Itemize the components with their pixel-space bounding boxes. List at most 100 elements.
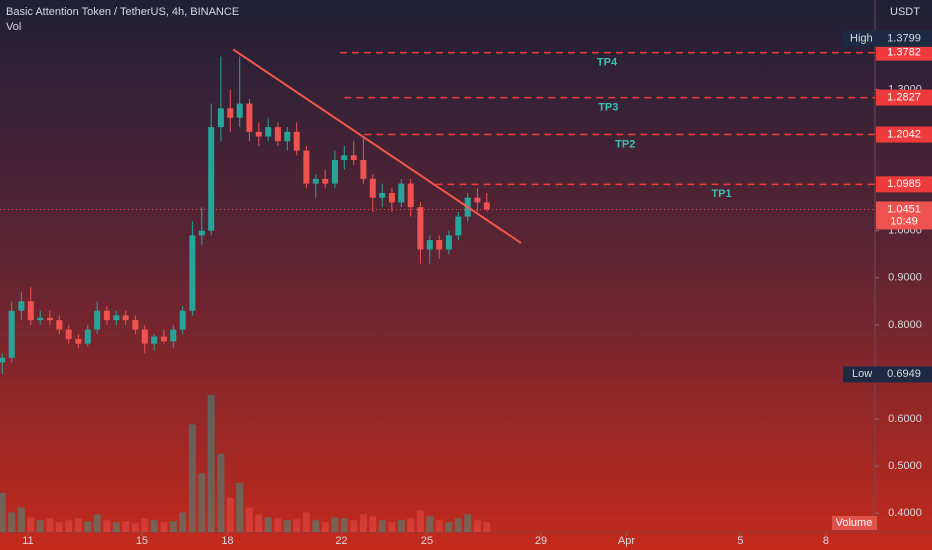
volume-bar <box>426 516 434 532</box>
candle-body <box>246 103 253 132</box>
candle-body <box>322 178 329 184</box>
volume-bar <box>236 483 244 532</box>
candle-body <box>388 193 395 203</box>
candle-body <box>312 178 319 184</box>
target-label: TP2 <box>615 138 635 150</box>
volume-bar <box>179 512 187 532</box>
volume-bar <box>74 518 82 532</box>
volume-bar <box>84 521 92 532</box>
volume-bar <box>188 424 196 532</box>
volume-bar <box>483 522 491 532</box>
candle-body <box>189 235 196 311</box>
volume-bar <box>207 395 215 532</box>
candle-body <box>407 183 414 208</box>
candle-body <box>75 338 82 344</box>
candle-body <box>426 240 433 250</box>
volume-bar <box>17 507 25 532</box>
high-tag <box>843 30 932 47</box>
last-price-label: 1.0451 <box>887 203 921 215</box>
candle-body <box>217 108 224 128</box>
price-tag <box>876 44 932 61</box>
candle-body <box>360 160 367 179</box>
volume-bar <box>350 520 358 532</box>
candle-body <box>436 240 443 250</box>
candle-body <box>179 310 186 330</box>
volume-bar <box>359 514 367 532</box>
countdown-label: 10:49 <box>890 215 918 227</box>
candle-body <box>27 301 34 321</box>
volume-bar <box>150 520 158 532</box>
x-tick-label: Apr <box>618 535 635 547</box>
candle-body <box>293 131 300 151</box>
candle-body <box>132 320 139 330</box>
volume-bar <box>378 520 386 532</box>
candle-body <box>350 155 357 161</box>
candle-body <box>455 216 462 236</box>
x-tick-label: 11 <box>22 535 33 547</box>
volume-bar <box>226 497 234 532</box>
x-tick-label: 5 <box>737 535 743 547</box>
low-tag <box>843 366 932 383</box>
price-tag <box>876 126 932 143</box>
candle-body <box>113 315 120 321</box>
trendline <box>232 48 522 244</box>
volume-bar <box>407 518 415 532</box>
candle-body <box>369 178 376 198</box>
candle-body <box>198 230 205 236</box>
y-tick-label: 0.9000 <box>888 272 922 284</box>
volume-bar <box>131 523 139 532</box>
y-tick-label: 0.8000 <box>888 319 922 331</box>
candle-body <box>445 235 452 250</box>
candle-body <box>56 320 63 330</box>
target-label: TP4 <box>597 57 618 69</box>
volume-bar <box>454 518 462 532</box>
candle-body <box>265 127 272 137</box>
volume-bar <box>293 519 301 532</box>
volume-bar <box>369 516 377 532</box>
volume-bar <box>65 520 73 532</box>
volume-bar <box>397 520 405 532</box>
volume-bar <box>264 517 272 532</box>
volume-bar <box>464 514 472 532</box>
volume-bar <box>312 520 320 532</box>
volume-bar <box>302 512 310 532</box>
high-value: 1.3799 <box>887 33 921 45</box>
price-tag <box>876 176 932 193</box>
candle-body <box>0 357 6 363</box>
y-tick-label: 0.5000 <box>888 460 922 472</box>
y-tick-label: 0.4000 <box>888 507 922 519</box>
volume-bar <box>217 453 225 532</box>
chart-title: Basic Attention Token / TetherUS, 4h, BI… <box>6 6 239 18</box>
candle-body <box>417 207 424 250</box>
candle-body <box>170 329 177 342</box>
last-price-tag <box>876 201 932 230</box>
price-tag <box>876 89 932 106</box>
candle-body <box>65 329 72 339</box>
volume-bar <box>160 522 168 532</box>
target-label: TP3 <box>598 102 618 114</box>
volume-bar <box>435 520 443 532</box>
candle-body <box>379 193 386 198</box>
candle-body <box>84 329 91 344</box>
price-tag-label: 1.0985 <box>887 178 921 190</box>
price-tag-label: 1.2042 <box>887 128 921 140</box>
candle-body <box>122 315 129 321</box>
candle-body <box>94 310 101 330</box>
candle-body <box>398 183 405 203</box>
x-tick-label: 25 <box>421 535 433 547</box>
volume-bar <box>27 517 35 532</box>
candle-body <box>8 310 15 358</box>
x-tick-label: 15 <box>136 535 148 547</box>
volume-bar <box>416 510 424 532</box>
volume-tag <box>832 516 877 530</box>
volume-bar <box>473 520 481 532</box>
x-tick-label: 8 <box>823 535 829 547</box>
volume-bar <box>169 521 177 532</box>
price-tag-label: 1.3782 <box>887 47 921 59</box>
x-tick-label: 29 <box>535 535 547 547</box>
volume-bar <box>445 522 453 532</box>
low-value: 0.6949 <box>887 368 921 380</box>
volume-bar <box>46 518 54 532</box>
